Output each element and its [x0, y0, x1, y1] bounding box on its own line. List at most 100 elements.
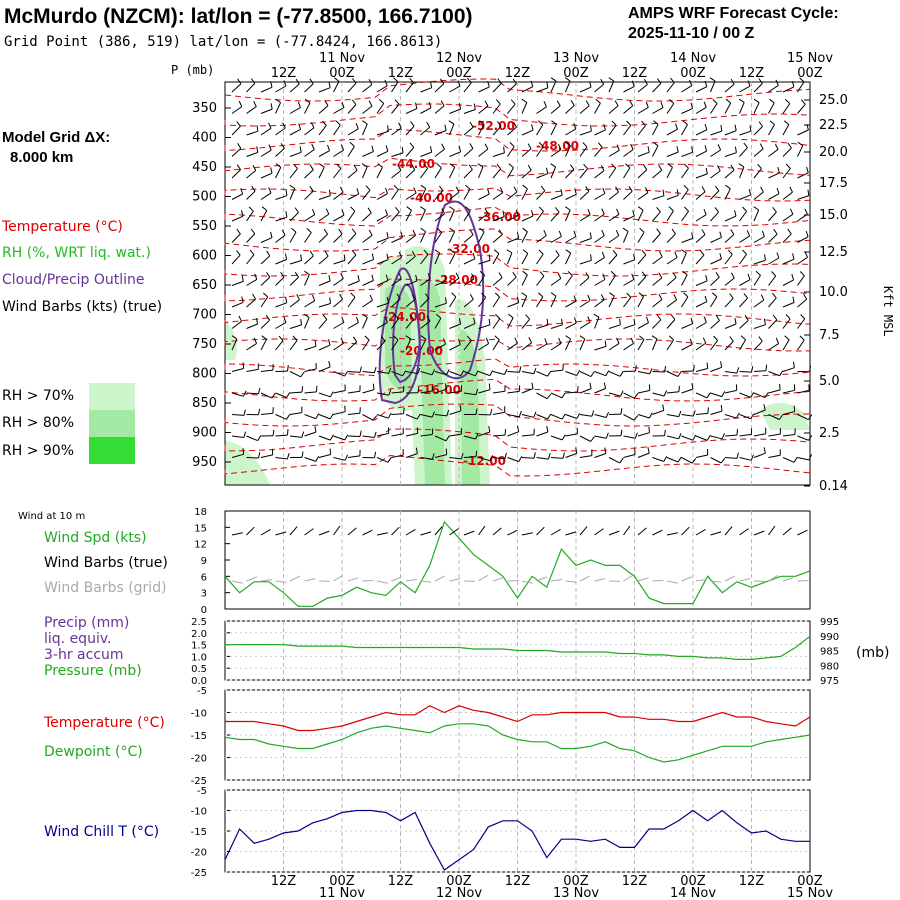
bottom-time-label: 00Z	[680, 874, 706, 889]
wind-barb	[623, 342, 634, 351]
wind-barb	[768, 433, 781, 437]
wind-barb	[695, 254, 705, 265]
wind-barb	[695, 191, 706, 200]
wind-barb	[681, 370, 694, 372]
wind-barb	[246, 278, 258, 286]
wind-barb-flag	[561, 434, 566, 441]
wind-barb	[768, 172, 780, 179]
wind-barb	[492, 277, 503, 286]
wind-barb-flag	[256, 125, 259, 132]
wind-barb	[724, 434, 738, 437]
wind-barb-flag	[677, 371, 682, 377]
wind-barb	[434, 317, 442, 329]
wind-barb	[768, 389, 781, 394]
wind-barb-flag	[784, 335, 790, 341]
wind-barb	[405, 169, 416, 179]
wind-barb-flag	[340, 144, 345, 151]
wind-barb	[449, 371, 461, 377]
wind-barb-flag	[371, 253, 375, 260]
wind-barb	[594, 193, 606, 200]
wind-barb	[434, 105, 445, 114]
wind-barb	[405, 108, 418, 114]
wind-barb-flag	[309, 250, 314, 257]
wind-barb-flag	[610, 270, 616, 276]
wind-barb-flag	[236, 250, 241, 256]
wind-barb-flag	[605, 370, 610, 376]
wind-barb-flag	[256, 146, 259, 153]
wind-barb	[608, 213, 620, 222]
wind-barb-flag	[616, 337, 620, 344]
wind-barb	[681, 435, 693, 441]
wind-barb	[463, 323, 476, 329]
wind-barb-flag	[715, 272, 720, 278]
wind10m-grid-barb	[246, 576, 257, 582]
wind-barb-flag	[356, 188, 360, 195]
wind-barb-flag	[576, 370, 581, 376]
wind-barb	[333, 259, 346, 265]
wind-barb-flag	[426, 315, 431, 322]
wind-barb-flag	[611, 120, 617, 126]
wind-barb-flag	[504, 452, 507, 459]
wind-barb	[739, 392, 751, 398]
wind-barb	[681, 457, 693, 464]
wind-barb	[695, 368, 708, 372]
wind-barb	[478, 274, 486, 286]
wind-barb	[782, 258, 795, 265]
wind-barb-flag	[579, 335, 586, 340]
panel-tick-label: -25	[191, 868, 207, 879]
wind-barb	[608, 371, 621, 377]
wind-barb-flag	[475, 388, 479, 395]
wind-barb	[695, 454, 708, 458]
bottom-time-label: 12Z	[739, 874, 765, 889]
wind-barb-flag	[573, 295, 577, 302]
wind-barb-flag	[690, 317, 693, 324]
panel-tick-label: 1.0	[191, 652, 207, 663]
panel-tick-label: 12	[194, 540, 207, 551]
wind-barb-flag	[494, 292, 500, 298]
wind-barb	[710, 366, 722, 372]
wind-barb	[768, 343, 779, 351]
wind-barb	[666, 414, 679, 418]
wind-barb-flag	[551, 120, 557, 125]
wind-barb	[318, 344, 331, 351]
wind-barb-flag	[488, 254, 491, 261]
wind-barb	[536, 173, 548, 179]
wind-barb-flag	[258, 452, 261, 459]
wind-barb	[376, 457, 389, 463]
temperature-contour	[224, 454, 811, 477]
wind-barb-flag	[691, 232, 694, 239]
wind-barb-flag	[692, 434, 697, 441]
wind-barb	[376, 214, 388, 222]
wind-barb	[695, 234, 706, 243]
wind-barb	[289, 107, 301, 114]
wind-barb	[521, 457, 535, 459]
wind-barb	[753, 148, 764, 157]
wind-barb-flag	[495, 99, 501, 105]
wind-barb	[478, 86, 490, 93]
wind-barb	[376, 280, 389, 286]
wind-barb-flag	[275, 163, 282, 168]
wind-barb	[478, 213, 489, 222]
wind-barb-flag	[333, 77, 340, 82]
wind-barb-flag	[449, 249, 456, 254]
wind10m-grid-barb	[710, 580, 722, 583]
wind-barb-flag	[393, 335, 399, 341]
wind-barb	[289, 212, 299, 222]
wind-barb	[463, 456, 477, 458]
wind-barb-flag	[785, 314, 791, 320]
wind-barb	[739, 194, 751, 200]
wind-barb	[492, 234, 503, 243]
wind-barb	[521, 318, 530, 329]
wind-barb	[536, 371, 548, 377]
wind-barb-flag	[396, 293, 401, 300]
wind-barbs-true-label: Wind Barbs (true)	[44, 555, 168, 571]
wind10m-barb	[608, 530, 620, 536]
wind-barb	[623, 454, 636, 458]
wind-barb	[492, 390, 505, 394]
wind-barb	[797, 145, 804, 157]
wind-barb-flag	[574, 188, 577, 195]
wind-barb	[420, 434, 433, 437]
wind-barb-flag	[448, 120, 455, 125]
wind-barb	[376, 130, 389, 136]
wind-barb-flag	[748, 188, 752, 196]
